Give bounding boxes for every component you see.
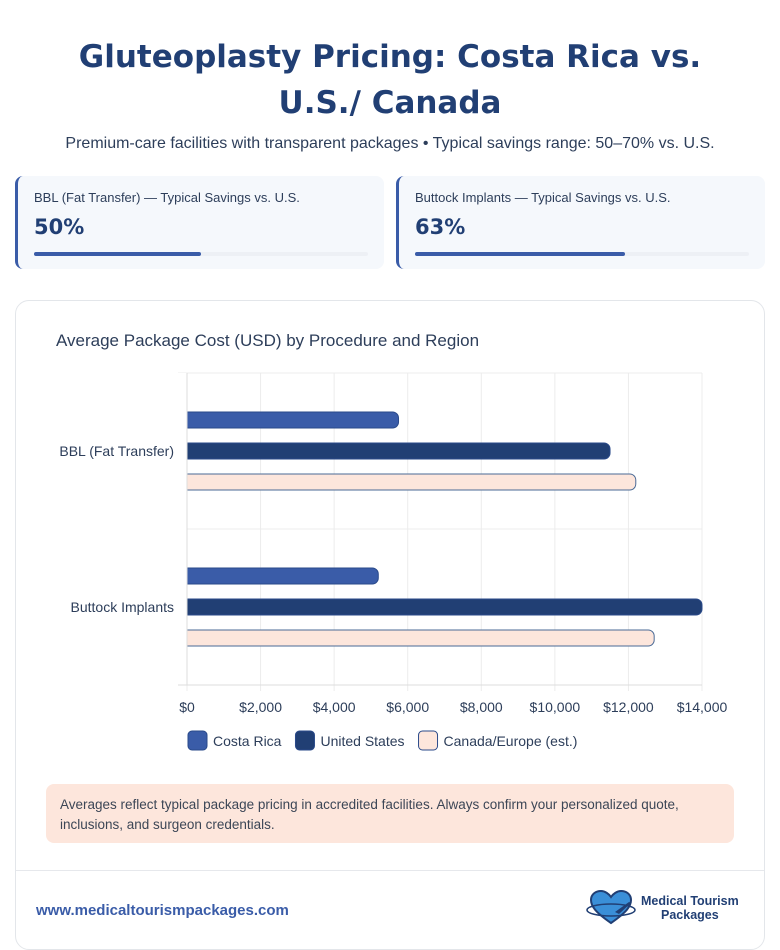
- footer-divider: [16, 870, 764, 871]
- savings-bar: [34, 252, 368, 256]
- bar-costa-rica: [178, 411, 400, 429]
- x-tick-label: $6,000: [386, 699, 429, 715]
- card-label: Buttock Implants — Typical Savings vs. U…: [415, 190, 671, 205]
- x-tick-label: $12,000: [603, 699, 654, 715]
- logo-text-line1: Medical Tourism: [641, 894, 739, 908]
- chart-title: Average Package Cost (USD) by Procedure …: [56, 331, 480, 350]
- logo-text-line2: Packages: [661, 908, 719, 922]
- savings-bar-fill: [415, 252, 626, 256]
- page-title: Gluteoplasty Pricing: Costa Rica vs. U.S…: [78, 39, 702, 121]
- savings-bar: [415, 252, 749, 256]
- bar-canada-europe-est-: [178, 473, 637, 491]
- x-tick-label: $4,000: [313, 699, 356, 715]
- card-value: 63%: [415, 215, 466, 239]
- website-link[interactable]: www.medicaltourismpackages.com: [36, 902, 289, 919]
- page-subtitle: Premium-care facilities with transparent…: [65, 135, 715, 152]
- savings-card-implants: Buttock Implants — Typical Savings vs. U…: [396, 176, 765, 269]
- legend-swatch: [418, 730, 439, 751]
- x-tick-label: $2,000: [239, 699, 282, 715]
- legend-swatch: [294, 730, 315, 751]
- legend-swatch: [187, 730, 208, 751]
- x-tick-label: $10,000: [530, 699, 581, 715]
- bar-costa-rica: [178, 567, 379, 585]
- axis-mask: [178, 373, 187, 684]
- card-label: BBL (Fat Transfer) — Typical Savings vs.…: [34, 190, 300, 205]
- bar-canada-europe-est-: [178, 629, 655, 647]
- card-value: 50%: [34, 215, 85, 239]
- x-tick-label: $14,000: [677, 699, 728, 715]
- x-tick-label: $8,000: [460, 699, 503, 715]
- legend-label: United States: [320, 733, 404, 749]
- savings-card-bbl: BBL (Fat Transfer) — Typical Savings vs.…: [15, 176, 384, 269]
- y-category-label: Buttock Implants: [71, 599, 175, 615]
- legend-label: Costa Rica: [213, 733, 282, 749]
- y-category-label: BBL (Fat Transfer): [59, 443, 174, 459]
- heart-plane-icon: [586, 890, 636, 925]
- x-tick-label: $0: [179, 699, 195, 715]
- disclaimer-note: Averages reflect typical package pricing…: [46, 784, 734, 843]
- savings-bar-fill: [34, 252, 201, 256]
- bar-united-states: [178, 598, 703, 616]
- brand-logo: Medical Tourism Packages: [585, 890, 739, 926]
- bar-united-states: [178, 442, 611, 460]
- legend-label: Canada/Europe (est.): [444, 733, 578, 749]
